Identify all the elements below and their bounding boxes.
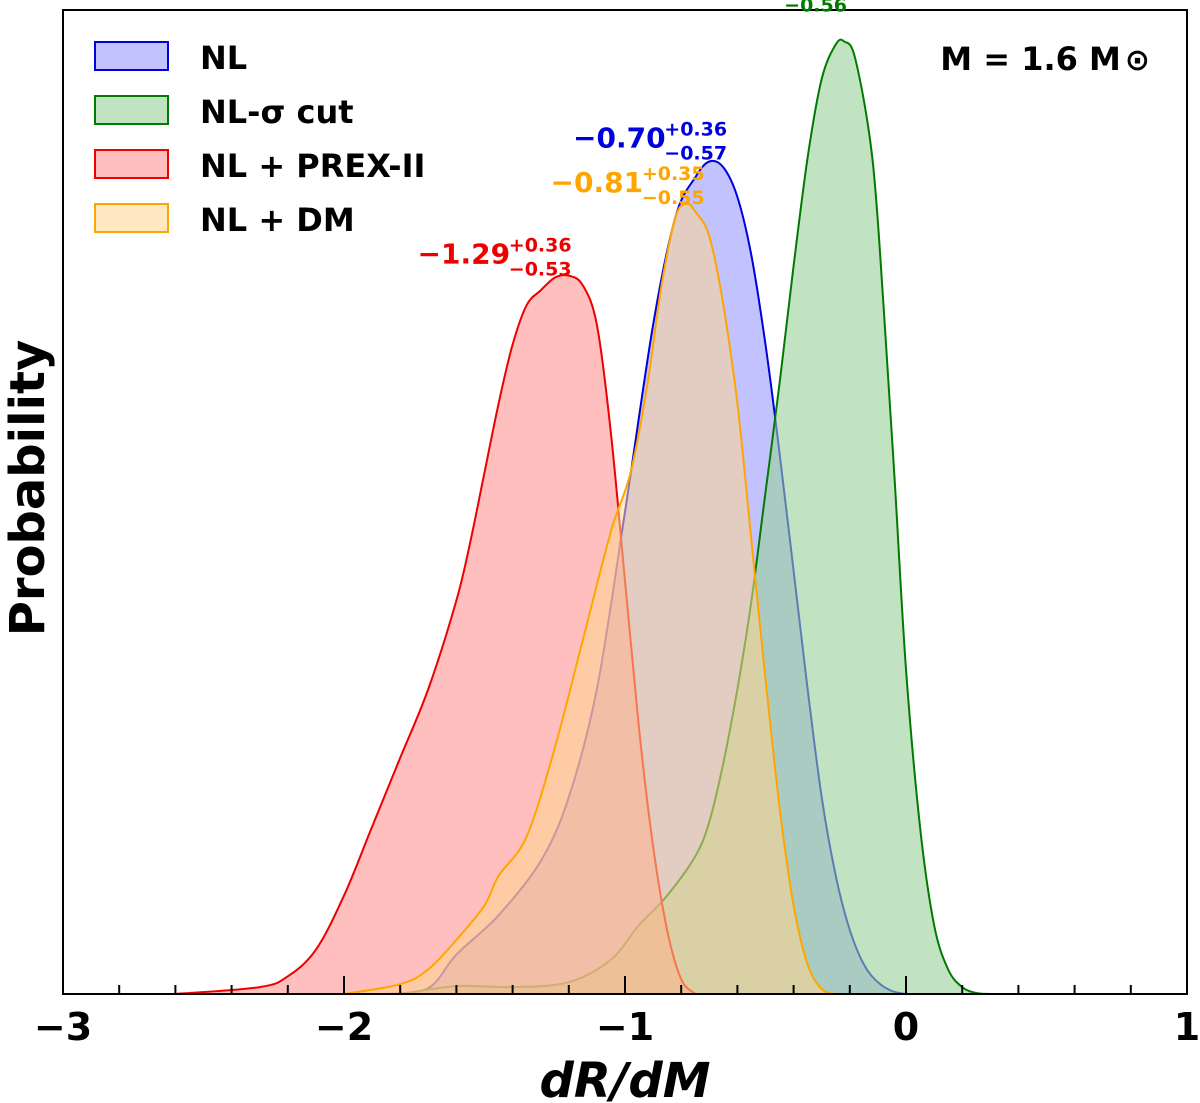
line-nl-dm — [343, 202, 837, 995]
median-value: −0.70 — [573, 122, 666, 155]
median-upper-error: +0.35 — [642, 163, 705, 185]
legend-swatch-nl-prex-ii — [94, 149, 169, 179]
median-lower-error: −0.53 — [509, 259, 572, 281]
x-tick-label: −3 — [34, 1005, 92, 1049]
x-tick-label: 1 — [1174, 1005, 1200, 1049]
legend-label-nl-dm: NL + DM — [200, 201, 355, 239]
legend-swatch-nl-cut — [94, 95, 169, 125]
legend-swatch-nl — [94, 41, 169, 71]
x-tick-labels: −3 −2 −1 0 1 — [34, 1005, 1200, 1049]
median-lower-error: −0.57 — [664, 143, 727, 165]
y-axis-label: Probability — [0, 340, 56, 637]
legend-label-nl-cut: NL-σ cut — [200, 93, 354, 131]
sun-symbol: ⊙ — [1125, 43, 1150, 78]
mass-annotation: M = 1.6 M ⊙ — [940, 40, 1150, 78]
median-label-nl: −0.70+0.36−0.57 — [573, 119, 727, 165]
median-label-nl-dm: −0.81+0.35−0.55 — [551, 163, 705, 209]
median-upper-error: +0.36 — [664, 119, 727, 141]
x-tick-label: −2 — [315, 1005, 373, 1049]
median-value: −0.81 — [551, 166, 644, 199]
median-value: −0.30 — [693, 0, 786, 6]
legend-label-nl-prex-ii: NL + PREX-II — [200, 147, 425, 185]
legend-label-nl: NL — [200, 39, 247, 77]
median-annotations: −0.70+0.36−0.57−0.30+0.29−0.56−1.29+0.36… — [418, 0, 847, 281]
area-nl-dm — [344, 203, 836, 994]
area-nl-cut — [400, 39, 991, 995]
median-label-nl-cut: −0.30+0.29−0.56 — [693, 0, 847, 16]
median-lower-error: −0.55 — [642, 187, 705, 209]
legend: NL NL-σ cut NL + PREX-II NL + DM — [94, 39, 425, 239]
x-ticks — [62, 976, 1188, 994]
median-lower-error: −0.56 — [784, 0, 847, 16]
median-upper-error: +0.36 — [509, 235, 572, 257]
median-value: −1.29 — [418, 238, 511, 271]
x-axis-label: dR/dM — [540, 1053, 711, 1103]
density-curves — [175, 38, 991, 995]
median-label-nl-prex-ii: −1.29+0.36−0.53 — [418, 235, 572, 281]
x-tick-label: 0 — [893, 1005, 919, 1049]
legend-swatch-nl-dm — [94, 203, 169, 233]
x-tick-label: −1 — [596, 1005, 654, 1049]
